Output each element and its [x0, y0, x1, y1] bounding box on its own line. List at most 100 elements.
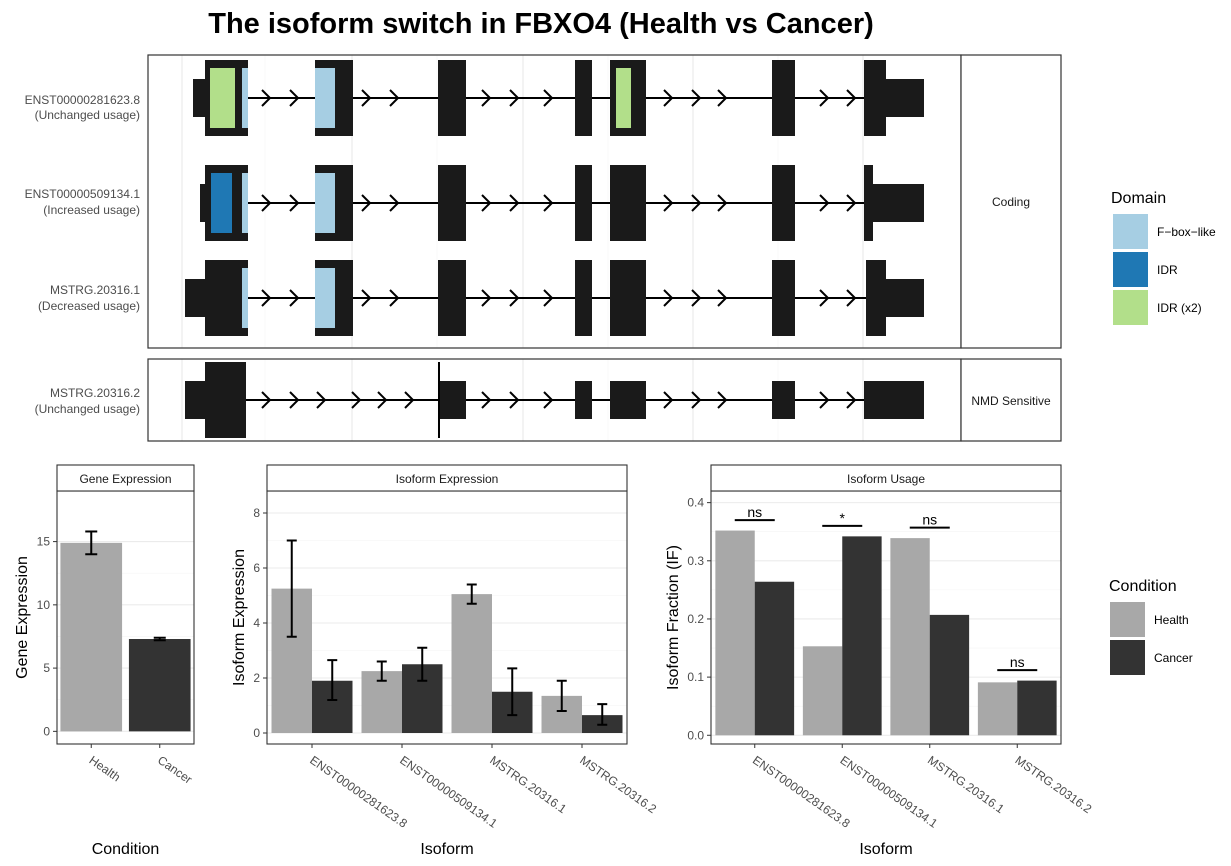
bars [60, 530, 191, 732]
bar [890, 538, 930, 736]
isoform-label-2: ENST00000509134.1 (Increased usage) [25, 187, 141, 217]
direction-arrow [261, 89, 272, 107]
utr-exon [864, 381, 924, 419]
y-tick-label: 4 [253, 616, 260, 630]
isoform-usage-panel: ns * ns ns Isoform Usage 0.0 0.1 0.2 0.3 0.4 EN… [665, 464, 1095, 858]
direction-arrow [663, 289, 674, 307]
isoform-id: MSTRG.20316.1 [50, 283, 140, 297]
isoform-expression-panel: Isoform Expression 0 2 4 6 8 ENST00000281623… [231, 464, 659, 858]
nmd-strip-label: NMD Sensitive [971, 394, 1051, 408]
panel-title: Gene Expression [79, 472, 171, 486]
direction-arrow [663, 391, 674, 409]
direction-arrow [389, 194, 400, 212]
x-axis: ENST00000281623.8ENST00000509134.1MSTRG.… [750, 744, 1095, 831]
y-axis-label: Isoform Expression [231, 549, 248, 686]
health-label: Health [1154, 613, 1189, 627]
cancer-label: Cancer [1154, 651, 1193, 665]
x-tick-label: Health [87, 753, 123, 784]
direction-arrow [289, 194, 300, 212]
direction-arrow [543, 89, 554, 107]
coding-strip-label: Coding [992, 195, 1030, 209]
direction-arrow [846, 194, 857, 212]
direction-arrow [481, 89, 492, 107]
x-tick-label: MSTRG.20316.1 [487, 753, 569, 816]
y-tick-label: 0.0 [687, 728, 704, 742]
direction-arrow [691, 194, 702, 212]
bar [715, 530, 755, 736]
direction-arrow [846, 289, 857, 307]
utr-exon [185, 381, 205, 419]
direction-arrow [389, 289, 400, 307]
utr-exon [200, 184, 205, 222]
bar [60, 542, 123, 732]
isoform-usage-note: (Increased usage) [43, 203, 140, 217]
direction-arrow [361, 194, 372, 212]
y-tick-label: 8 [253, 506, 260, 520]
idr-swatch [1113, 252, 1148, 287]
bar [128, 639, 191, 732]
direction-arrow [819, 89, 830, 107]
idr-x2-label: IDR (x2) [1157, 301, 1202, 315]
coding-exon [610, 260, 646, 336]
utr-exon [772, 381, 795, 419]
x-axis-label: Isoform [420, 841, 473, 858]
isoform-id: MSTRG.20316.2 [50, 386, 140, 400]
domain-legend: Domain F−box−like IDR IDR (x2) [1111, 190, 1216, 325]
condition-legend-title: Condition [1109, 578, 1177, 595]
transcript-track [185, 362, 924, 438]
direction-arrow [289, 89, 300, 107]
bar [929, 614, 970, 736]
coding-exon [610, 165, 646, 241]
y-axis: 0 5 10 15 [37, 535, 57, 738]
isoform-usage-note: (Unchanged usage) [35, 402, 140, 416]
bar [1017, 680, 1057, 736]
y-tick-label: 0.2 [687, 612, 704, 626]
direction-arrow [261, 194, 272, 212]
x-tick-label: MSTRG.20316.1 [925, 753, 1007, 816]
isoform-label-3: MSTRG.20316.1 (Decreased usage) [38, 283, 140, 313]
bars: ns * ns ns [715, 504, 1057, 736]
coding-exon [864, 165, 873, 241]
panel-title: Isoform Expression [396, 472, 499, 486]
x-axis-label: Isoform [859, 841, 912, 858]
direction-arrow [663, 89, 674, 107]
utr-exon [886, 79, 924, 117]
coding-strip [960, 54, 1062, 349]
bar [754, 581, 795, 736]
direction-arrow [691, 289, 702, 307]
y-axis-label: Isoform Fraction (IF) [665, 545, 682, 690]
direction-arrow [509, 391, 520, 409]
condition-legend: Condition Health Cancer [1109, 578, 1193, 675]
y-tick-label: 6 [253, 561, 260, 575]
cancer-swatch [1110, 640, 1145, 675]
y-tick-label: 15 [37, 535, 51, 549]
direction-arrow [481, 289, 492, 307]
significance-label: ns [1010, 654, 1025, 670]
domain-block [242, 68, 248, 128]
domain-block [211, 173, 232, 233]
transcript-track [185, 260, 924, 336]
significance-label: ns [922, 512, 937, 528]
y-tick-label: 0.4 [687, 496, 704, 510]
direction-arrow [404, 391, 415, 409]
direction-arrow [819, 289, 830, 307]
coding-exon [772, 165, 795, 241]
direction-arrow [717, 194, 728, 212]
isoform-id: ENST00000281623.8 [25, 93, 141, 107]
isoform-label-1: ENST00000281623.8 (Unchanged usage) [25, 93, 141, 122]
transcript-track [200, 165, 924, 241]
x-tick-label: MSTRG.20316.2 [577, 753, 659, 816]
y-axis: 0 2 4 6 8 [253, 506, 267, 740]
direction-arrow [717, 89, 728, 107]
coding-exon [866, 260, 886, 336]
utr-exon [873, 184, 924, 222]
x-tick-label: ENST00000281623.8 [307, 753, 410, 831]
domain-block [616, 68, 631, 128]
y-tick-label: 0 [43, 724, 50, 738]
direction-arrow [361, 89, 372, 107]
domain-block [242, 268, 248, 328]
bar [802, 646, 843, 736]
significance-label: * [840, 510, 846, 526]
transcript-structure-panel: Coding NMD Sensitive ENST00000281623.8 (… [25, 54, 1062, 442]
